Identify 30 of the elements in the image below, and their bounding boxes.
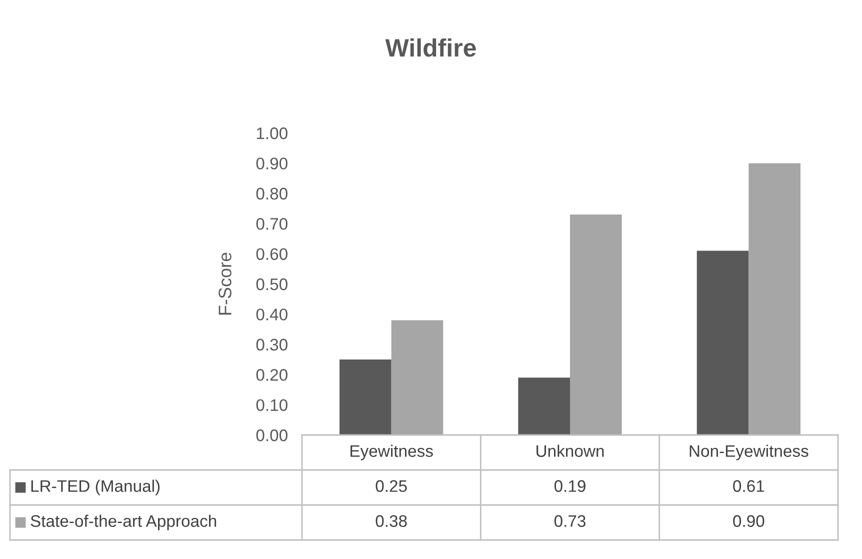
legend-label: State-of-the-art Approach — [30, 514, 216, 530]
data-label: 0.25 — [376, 480, 407, 492]
y-tick-label: 0.50 — [256, 278, 288, 290]
y-tick-label: 0.90 — [256, 158, 288, 170]
data-label: 0.38 — [376, 515, 407, 527]
bar — [748, 163, 800, 435]
chart-title: Wildfire — [385, 38, 476, 57]
y-tick-label: 0.60 — [256, 248, 288, 260]
legend-label: LR-TED (Manual) — [31, 480, 160, 496]
bar — [518, 378, 570, 435]
x-tick-label: Eyewitness — [350, 444, 433, 460]
data-label: 0.73 — [554, 515, 586, 527]
y-tick-label: 0.80 — [256, 188, 288, 200]
y-tick-label: 1.00 — [256, 127, 288, 140]
data-label: 0.90 — [733, 515, 764, 527]
data-label: 0.61 — [733, 480, 764, 492]
y-tick-label: 0.00 — [256, 429, 288, 442]
bar — [696, 250, 749, 435]
y-tick-label: 0.20 — [256, 369, 288, 381]
x-tick-label: Non-Eyewitness — [690, 444, 808, 460]
data-label: 0.19 — [554, 480, 586, 492]
bar — [340, 360, 392, 435]
y-tick-label: 0.40 — [256, 308, 288, 320]
y-tick-label: 0.30 — [256, 338, 288, 351]
y-tick-label: 0.10 — [256, 399, 288, 412]
bar — [391, 320, 444, 435]
x-tick-label: Unknown — [536, 444, 604, 457]
y-tick-label: 0.70 — [256, 218, 288, 230]
y-axis-title: F-Score — [218, 252, 232, 315]
bar — [570, 214, 622, 435]
